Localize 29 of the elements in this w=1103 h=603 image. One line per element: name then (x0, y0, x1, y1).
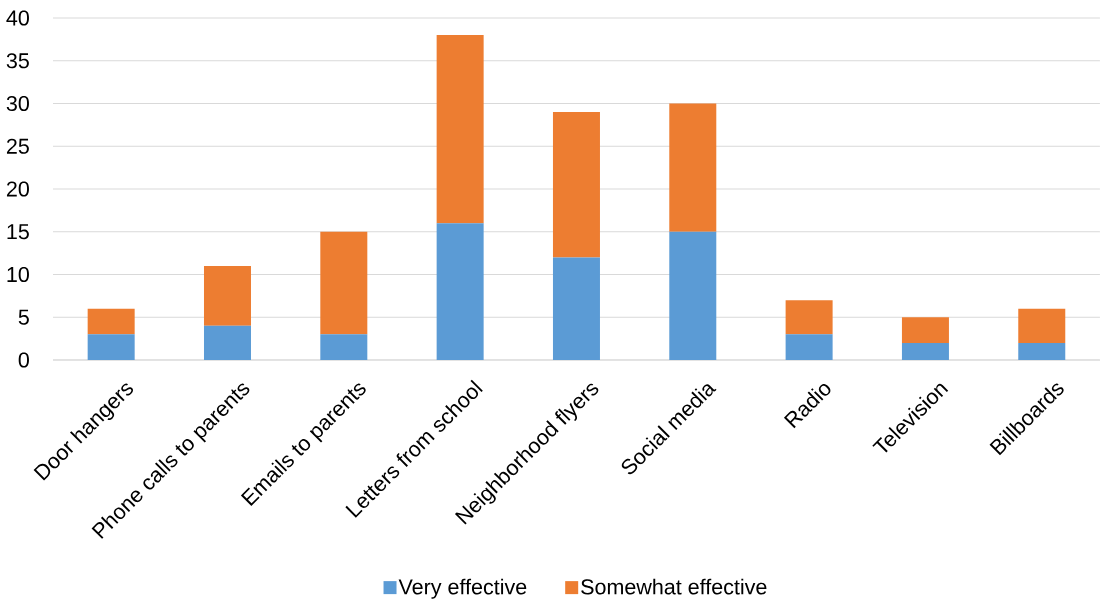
bar (436, 35, 484, 224)
bar (320, 231, 368, 335)
legend-label: Somewhat effective (581, 578, 767, 595)
y-tick-label: 25 (6, 138, 29, 154)
bar (669, 231, 717, 360)
bar (203, 265, 251, 326)
y-tick-label: 15 (7, 224, 29, 240)
bar (901, 317, 949, 343)
bar (320, 334, 368, 360)
bar (1018, 342, 1066, 360)
bar (1018, 308, 1066, 343)
y-tick-label: 0 (18, 352, 29, 368)
y-tick-label: 10 (7, 266, 29, 283)
bar (203, 325, 251, 360)
bar (552, 257, 600, 360)
y-tick-label: 40 (6, 10, 29, 26)
bar (669, 103, 717, 232)
y-tick-label: 35 (6, 53, 29, 69)
bar (785, 334, 833, 360)
y-tick-label: 20 (6, 181, 29, 197)
bar (785, 300, 833, 335)
bar (87, 334, 135, 360)
y-tick-label: 30 (6, 95, 29, 112)
bar (552, 112, 600, 258)
y-tick-label: 5 (18, 309, 29, 325)
bar (436, 223, 484, 360)
bar (87, 308, 135, 335)
legend-label: Very effective (398, 578, 527, 599)
bar (901, 342, 949, 360)
